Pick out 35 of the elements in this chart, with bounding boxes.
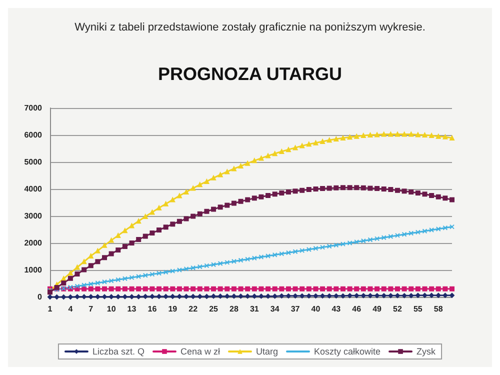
x-tick-label: 19: [168, 304, 178, 314]
x-tick-label: 34: [270, 304, 280, 314]
x-tick-label: 58: [434, 304, 444, 314]
x-tick-label: 7: [88, 304, 94, 314]
x-tick-label: 25: [209, 304, 219, 314]
x-tick-label: 46: [352, 304, 362, 314]
y-tick-label: 0: [38, 292, 43, 302]
y-tick-label: 1000: [24, 266, 43, 274]
x-tick-label: 37: [290, 304, 300, 314]
chart-title: PROGNOZA UTARGU: [158, 64, 342, 84]
x-tick-label: 40: [311, 304, 321, 314]
y-tick-label: 7000: [24, 104, 43, 112]
x-tick-label: 31: [250, 304, 260, 314]
legend-label: Liczba szt. Q: [92, 346, 144, 356]
x-tick-label: 52: [393, 304, 402, 314]
x-tick-label: 4: [68, 304, 74, 314]
x-tick-label: 10: [106, 304, 116, 314]
x-tick-label: 13: [127, 304, 137, 314]
y-tick-label: 2000: [24, 238, 43, 248]
legend-label: Koszty całkowite: [314, 346, 381, 356]
x-tick-label: 22: [188, 304, 198, 314]
x-tick-label: 28: [230, 304, 239, 314]
y-tick-label: 5000: [24, 158, 43, 166]
legend-label: Utarg: [256, 346, 278, 356]
legend-label: Cena w zł: [180, 346, 220, 356]
legend-label: Zysk: [416, 346, 436, 356]
x-tick-label: 49: [372, 304, 382, 314]
x-tick-label: 43: [332, 304, 342, 314]
y-tick-label: 6000: [24, 130, 43, 140]
x-tick-label: 55: [413, 304, 423, 314]
y-tick-label: 4000: [24, 184, 43, 194]
y-tick-label: 3000: [24, 212, 43, 220]
x-tick-label: 16: [148, 304, 158, 314]
x-tick-label: 1: [48, 304, 53, 314]
text: Wyniki z tabeli przedstawione zostały graficznie na poniższym wykresie.: [74, 22, 426, 34]
